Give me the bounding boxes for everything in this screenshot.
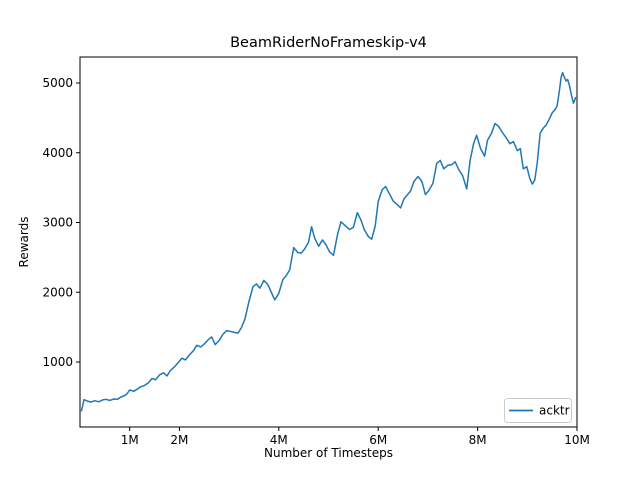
x-axis-ticks: 1M 2M 4M 6M 8M 10M xyxy=(121,427,590,447)
legend-label-acktr: acktr xyxy=(539,404,570,418)
y-tick-label: 1000 xyxy=(42,355,73,369)
x-tick-label: 10M xyxy=(564,433,590,447)
legend-box xyxy=(504,398,572,423)
x-tick-label: 6M xyxy=(369,433,387,447)
y-tick-label: 5000 xyxy=(42,76,73,90)
axes-spines xyxy=(79,56,578,428)
y-tick-label: 3000 xyxy=(42,216,73,230)
chart-title: BeamRiderNoFrameskip-v4 xyxy=(230,35,427,51)
y-tick-label: 4000 xyxy=(42,146,73,160)
x-tick-label: 2M xyxy=(170,433,188,447)
y-axis-label: Rewards xyxy=(17,217,31,268)
x-tick-label: 8M xyxy=(469,433,487,447)
legend: acktr xyxy=(504,398,572,423)
x-tick-label: 1M xyxy=(121,433,139,447)
reward-curve-acktr xyxy=(80,71,577,412)
x-tick-label: 4M xyxy=(270,433,288,447)
y-axis-ticks: 1000 2000 3000 4000 5000 xyxy=(42,76,80,369)
y-tick-label: 2000 xyxy=(42,285,73,299)
series-group xyxy=(80,71,577,412)
plot-area xyxy=(80,57,577,427)
x-axis-label: Number of Timesteps xyxy=(264,446,393,460)
